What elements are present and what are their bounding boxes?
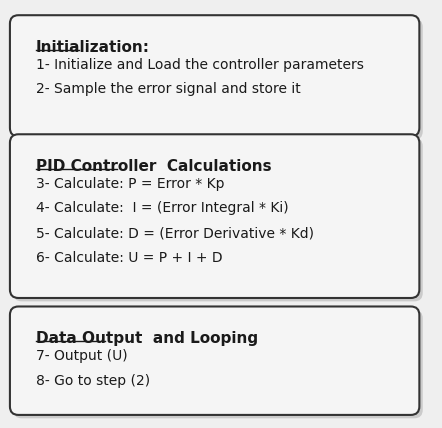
Text: 8- Go to step (2): 8- Go to step (2) <box>35 374 150 388</box>
FancyBboxPatch shape <box>10 134 419 298</box>
Text: Data Output  and Looping: Data Output and Looping <box>35 331 258 346</box>
Text: 3- Calculate: P = Error * Kp: 3- Calculate: P = Error * Kp <box>35 177 224 191</box>
Text: 1- Initialize and Load the controller parameters: 1- Initialize and Load the controller pa… <box>35 58 363 72</box>
Text: 4- Calculate:  I = (Error Integral * Ki): 4- Calculate: I = (Error Integral * Ki) <box>35 202 288 215</box>
Text: Initialization:: Initialization: <box>35 40 149 55</box>
Text: PID Controller  Calculations: PID Controller Calculations <box>35 159 271 174</box>
FancyBboxPatch shape <box>13 138 423 301</box>
Text: 5- Calculate: D = (Error Derivative * Kd): 5- Calculate: D = (Error Derivative * Kd… <box>35 226 313 240</box>
Text: 2- Sample the error signal and store it: 2- Sample the error signal and store it <box>35 83 300 96</box>
FancyBboxPatch shape <box>13 18 423 140</box>
Text: 7- Output (U): 7- Output (U) <box>35 349 127 363</box>
FancyBboxPatch shape <box>10 15 419 137</box>
FancyBboxPatch shape <box>13 310 423 418</box>
FancyBboxPatch shape <box>10 306 419 415</box>
Text: 6- Calculate: U = P + I + D: 6- Calculate: U = P + I + D <box>35 251 222 265</box>
